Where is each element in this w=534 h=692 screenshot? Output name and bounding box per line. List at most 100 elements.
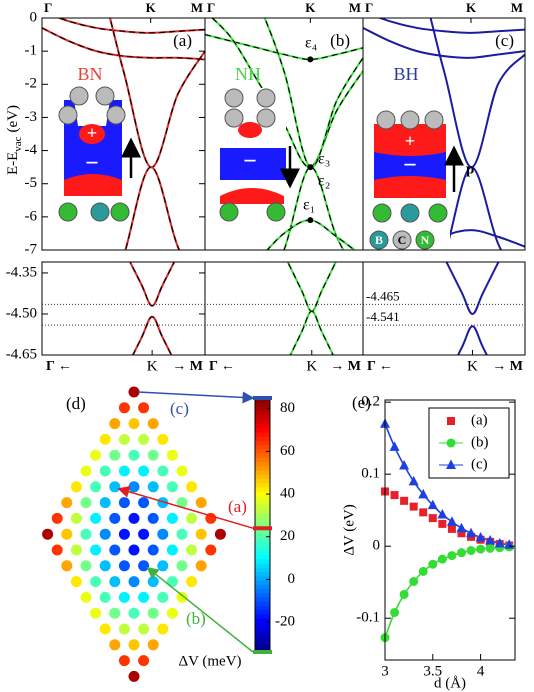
point-marker [408,475,419,486]
annotation: ε₃ [318,151,330,168]
point-marker [494,537,505,548]
lattice-site [80,465,92,477]
lattice-site [61,560,73,572]
y-tick-label: 0.2 [361,394,380,410]
colorbar-segment [255,410,270,416]
series-line [456,325,488,355]
lattice-site [186,512,198,524]
point-marker [427,499,438,510]
lattice-site [70,544,82,556]
colorbar-segment [255,580,270,585]
lattice-site [138,465,150,477]
colorbar-segment [255,465,270,471]
inset-sign: − [243,149,257,175]
lattice-site [99,591,111,603]
point-marker [446,516,457,526]
plot-frame [362,261,526,356]
colorbar-segment [255,575,270,581]
point-marker [428,514,437,523]
lattice-site [195,560,207,572]
y-tick-label: -6 [25,208,38,224]
annotation: ε₄ [305,35,318,52]
lattice-site [138,560,150,572]
series-line [445,262,500,315]
lattice-site [205,544,217,556]
lattice-site [109,418,121,430]
inset-sign: − [403,153,417,179]
y-axis-label: E-Evac (eV) [5,105,23,175]
point-marker [466,546,476,556]
point-marker [447,524,456,533]
lattice-site [147,576,159,588]
colorbar-segment [255,630,270,636]
colorbar-segment [255,486,270,492]
colorbar-segment [255,478,270,484]
point-marker [418,488,429,499]
pointer-arrow [146,566,254,653]
colorbar-segment [255,508,270,513]
legend-label: (c) [471,456,488,472]
lattice-site [166,449,178,461]
plot-area [445,262,500,355]
point-marker [447,417,455,425]
lattice-site [128,386,140,398]
y-tick-label: -3 [25,109,38,125]
lattice-site [128,512,140,524]
x-tick-label: K [306,358,317,374]
plot-frame [362,17,526,251]
lattice-site [99,433,111,445]
point-marker [447,551,457,561]
lattice-site [61,528,73,540]
lattice-site [138,402,150,414]
lattice-site [99,560,111,572]
y-tick-label: -4 [25,142,38,158]
lattice-site [109,639,121,651]
y-tick-label: -4.35 [6,264,37,280]
colorbar-segment [255,516,270,522]
atom-label: C [398,233,407,247]
colorbar-segment [255,469,270,475]
annotation: ε₁ [303,197,315,214]
lattice-site [186,544,198,556]
x-tick-label: M [191,0,203,15]
lattice-site [118,433,130,445]
colorbar-segment [255,436,270,441]
colorbar-segment [255,520,270,526]
colorbar-segment [255,423,270,429]
lattice-site [109,449,121,461]
y-tick-label: -4.50 [6,305,37,321]
colorbar-tick-label: 80 [280,400,295,416]
state-point [307,56,314,63]
series-line-dashed [264,18,363,168]
colorbar-segment [255,571,270,577]
pointer-arrow [117,486,254,529]
x-tick-label: M [349,0,361,15]
lattice-site [166,512,178,524]
plot-area [42,18,205,250]
lattice-site [90,544,102,556]
lattice-site [128,481,140,493]
x-tick-label: 4 [477,663,485,679]
legend-label: (a) [471,412,488,428]
lattice-site [109,576,121,588]
lattice-site [80,591,92,603]
lattice-site [138,433,150,445]
colorbar-segment [255,596,270,602]
lattice-site [166,576,178,588]
colorbar-segment [255,639,270,645]
lattice-site [138,623,150,635]
lattice-site [195,497,207,509]
reference-label: -4.465 [366,288,400,303]
colorbar-segment [255,546,270,551]
point-marker [475,532,486,542]
lattice-site [42,528,54,540]
colorbar-tick-label: 40 [280,485,295,501]
colorbar-segment [255,622,270,628]
x-tick-label: M [511,0,523,15]
lattice-site [176,528,188,540]
panel-label: (a) [173,31,192,50]
point-marker [438,519,447,528]
plot-frame [41,261,206,356]
lattice-site [157,528,169,540]
y-tick-label: -4.65 [6,346,37,362]
